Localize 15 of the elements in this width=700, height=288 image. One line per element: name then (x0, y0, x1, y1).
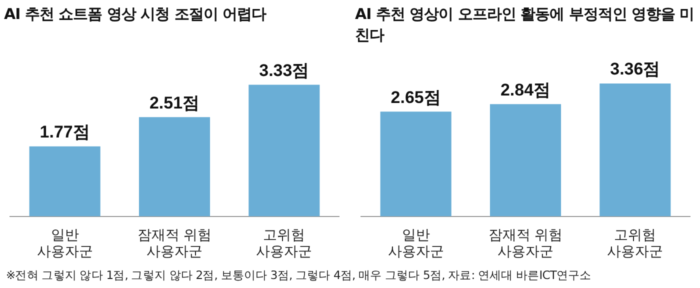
x-tick-label: 일반 사용자군 (388, 227, 444, 260)
data-label: 3.33점 (259, 60, 310, 80)
data-label: 2.84점 (500, 80, 551, 100)
x-tick-label: 잠재적 위험 사용자군 (488, 227, 563, 260)
chart-title: AI 추천 쇼트폼 영상 시청 조절이 어렵다 (4, 4, 268, 25)
x-tick-label: 일반 사용자군 (36, 227, 93, 260)
data-label: 1.77점 (40, 122, 90, 142)
x-tick-label: 잠재적 위험 사용자군 (137, 227, 212, 260)
x-tick-label: 고위험 사용자군 (607, 227, 664, 260)
chart-title: AI 추천 영상이 오프라인 활동에 부정적인 영향을 미친다 (355, 4, 696, 46)
text: ※전혀 그렇지 않다 1점, 그렇지 않다 2점, 보통이다 3점, 그렇다 4점, 매우 그렇다 5점, 자료: 연세대 바른ICT연구소 (5, 267, 592, 283)
data-label: 2.51점 (149, 93, 200, 112)
data-label: 2.65점 (390, 88, 441, 107)
x-tick-label: 고위험 사용자군 (256, 227, 312, 260)
data-label: 3.36점 (610, 60, 660, 79)
